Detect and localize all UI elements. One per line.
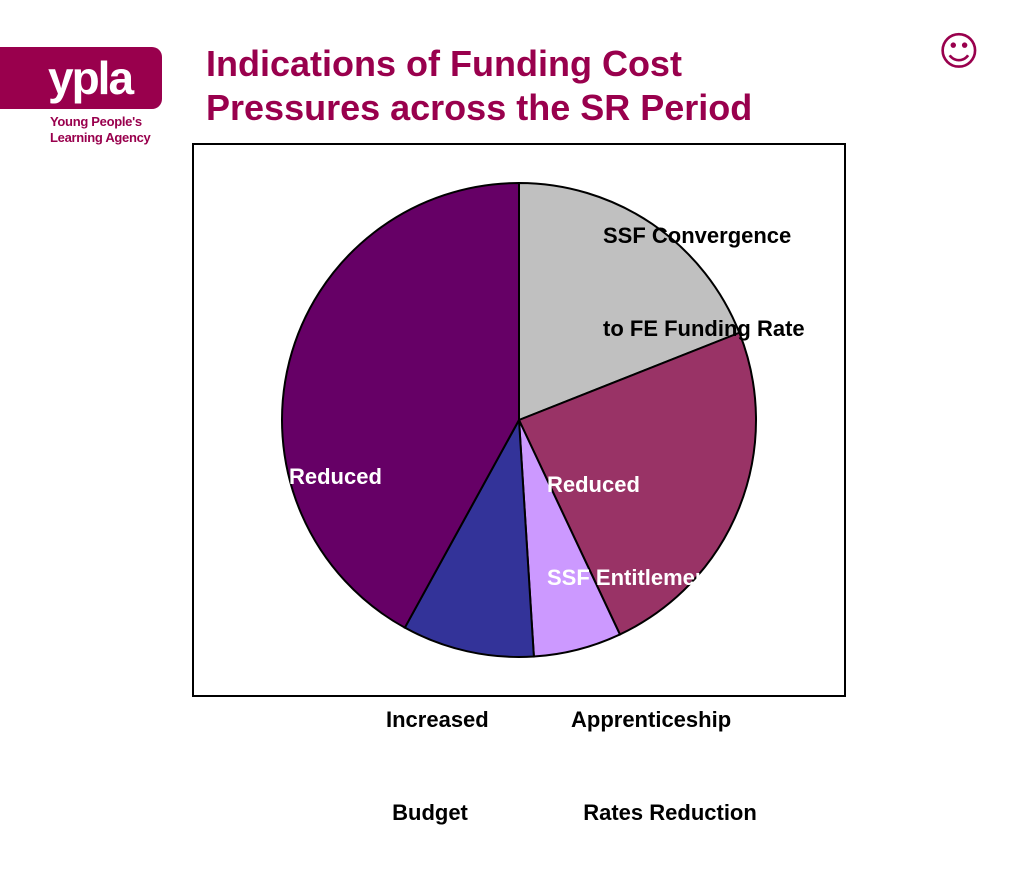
pie-slice-reduced-ssf-entitlement (517, 331, 758, 636)
slice-label-line: Rates Reduction (571, 800, 757, 825)
slice-label-line: to FE Funding Rate (603, 316, 805, 341)
slice-label-line: Increased (386, 707, 489, 732)
logo-badge: ypla (0, 47, 162, 109)
slide-title: Indications of Funding Cost Pressures ac… (206, 42, 752, 130)
slice-label-reduced-ssf: Reduced SSF Entitlement (547, 407, 716, 655)
logo-text: ypla (48, 52, 134, 104)
slice-label-reduced-fe: Reduced FE Entitlement (289, 399, 409, 740)
pie-slice-reduced-fe-entitlement (281, 181, 520, 630)
logo-tagline-line: Young People's (50, 114, 142, 129)
pie-slice-increased-budget (403, 416, 535, 658)
slice-label-line: SSF Entitlement (547, 565, 716, 590)
slice-label-line: Reduced (289, 464, 382, 489)
logo-tagline: Young People's Learning Agency (50, 114, 151, 146)
pie-slice-ssf-convergence-to-fe-funding-rate (518, 181, 741, 422)
slide-title-line: Indications of Funding Cost (206, 43, 682, 84)
chart-frame: SSF Convergence to FE Funding Rate Reduc… (192, 143, 846, 825)
logo-tagline-line: Learning Agency (50, 130, 151, 145)
pie-chart (281, 181, 758, 658)
slice-label-apprenticeship: Apprenticeship Rates Reduction (571, 642, 757, 890)
slice-label-line: Reduced (547, 472, 640, 497)
slide-title-line: Pressures across the SR Period (206, 87, 753, 128)
smiley-icon: ☺ (938, 29, 980, 75)
slice-label-line: Budget (386, 800, 468, 825)
slice-label-line: FE (289, 557, 324, 582)
slice-label-line: Entitlement (289, 650, 409, 675)
slice-label-line: SSF Convergence (603, 223, 792, 248)
slice-label-line: Apprenticeship (571, 707, 732, 732)
slice-label-ssf-convergence: SSF Convergence to FE Funding Rate (603, 158, 805, 406)
